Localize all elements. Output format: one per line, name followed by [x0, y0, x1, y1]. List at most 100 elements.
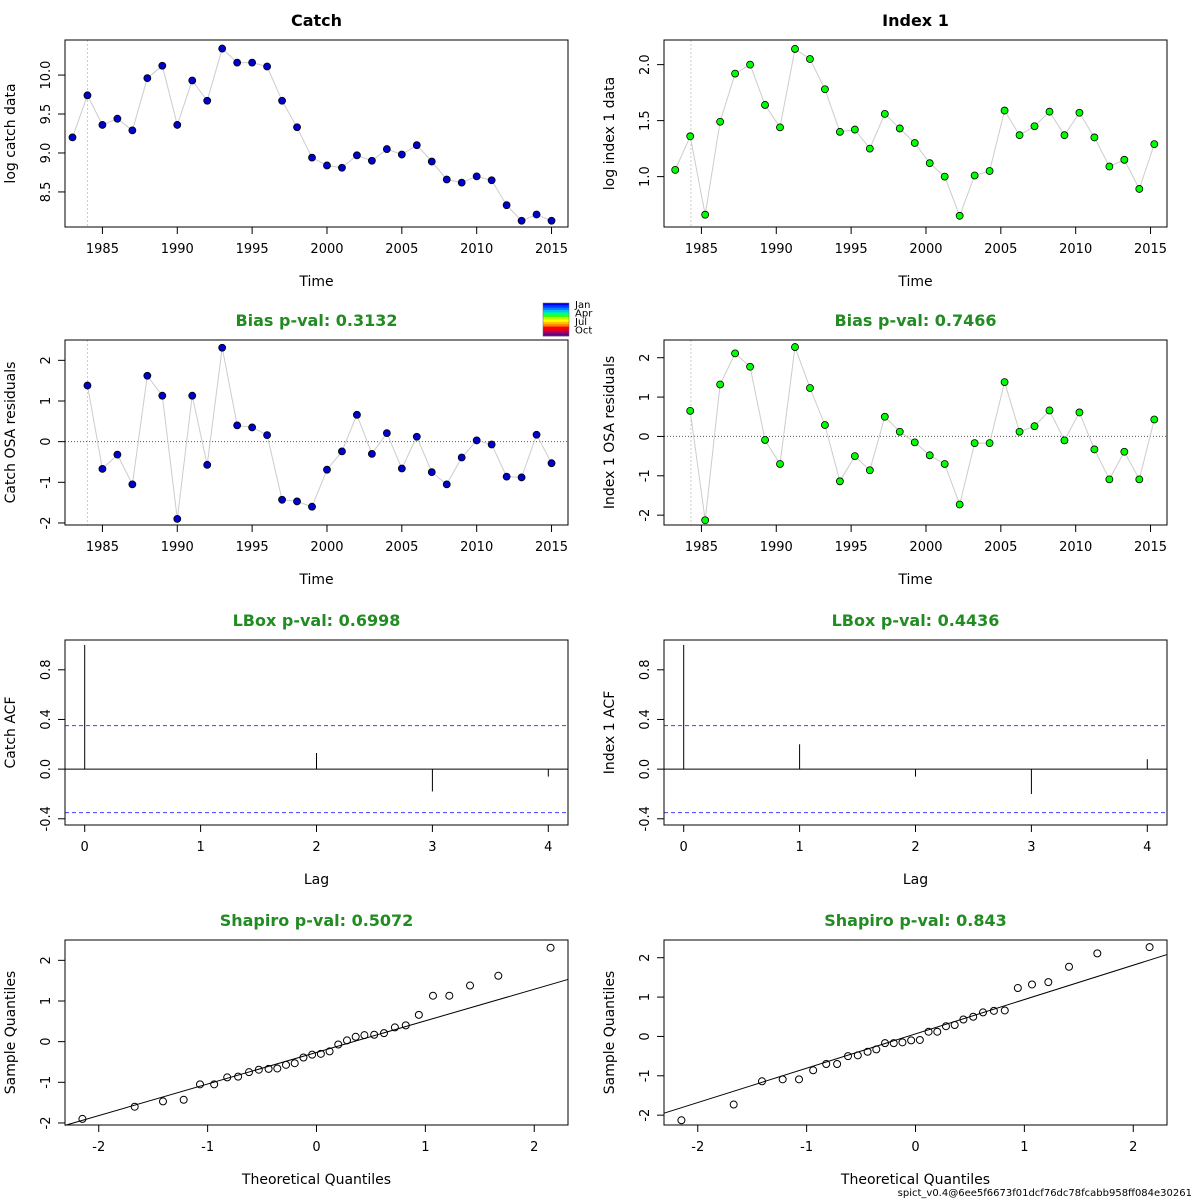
index1-osa-point: [836, 477, 844, 486]
catch-qq-xtick-label: -2: [92, 1140, 105, 1155]
index1-qq-ytick-label: 2: [638, 954, 653, 962]
catch-data-plot-frame: [64, 39, 569, 228]
index1-data-xtick-label: 2000: [909, 242, 942, 257]
catch-qq-point: [223, 1073, 232, 1082]
catch-qq-point: [299, 1053, 308, 1062]
catch-osa-point: [547, 459, 556, 468]
catch-osa-point: [517, 473, 526, 482]
index1-osa-point: [1105, 475, 1114, 484]
index1-data-point: [731, 69, 740, 78]
index1-data-point: [776, 123, 784, 132]
index1-osa-point: [865, 466, 874, 475]
legend-color-swatch: [543, 328, 569, 332]
index1-osa-point: [1075, 408, 1084, 417]
footer-version-text: spict_v0.4@6ee5f6673f01dcf76dc78fcabb958…: [898, 1188, 1192, 1199]
catch-data-xtick-label: 2000: [310, 242, 343, 257]
catch-data-point: [128, 126, 137, 135]
index1-qq-xtick-label: 1: [1020, 1140, 1028, 1155]
index1-data-point: [701, 210, 710, 219]
catch-data-point: [278, 96, 286, 105]
index1-acf-xtick-label: 3: [1027, 840, 1035, 855]
catch-data-point: [472, 172, 481, 181]
catch-data-point: [188, 76, 197, 85]
catch-data-point: [218, 44, 227, 53]
catch-osa-panel: Bias p-val: 0.3132 Time Catch OSA residual…: [3, 311, 569, 588]
catch-data-point: [382, 145, 391, 153]
catch-osa-ytick-label: 2: [39, 356, 54, 364]
catch-qq-point: [308, 1050, 317, 1059]
index1-qq-point: [915, 1035, 924, 1044]
catch-data-point: [143, 74, 152, 83]
index1-qq-point: [979, 1008, 988, 1017]
catch-osa-point: [353, 410, 361, 419]
catch-acf-ytick-label: 0.8: [39, 659, 54, 680]
index1-data-point: [821, 85, 829, 94]
index1-data-ylabel: log index 1 data: [602, 77, 618, 190]
index1-acf-plot-frame: [663, 639, 1168, 826]
catch-data-ytick-label: 9.0: [39, 143, 54, 164]
catch-qq-point: [179, 1095, 188, 1104]
index1-osa-ylabel: Index 1 OSA residuals: [602, 356, 618, 509]
index1-qq-point: [924, 1027, 933, 1036]
catch-osa-point: [128, 480, 137, 489]
legend-month-label: Jul: [574, 317, 587, 328]
index1-osa-xtick-label: 1990: [760, 540, 793, 555]
catch-osa-point: [397, 464, 406, 473]
legend-month-label: Oct: [575, 326, 592, 337]
catch-qq-point: [196, 1080, 205, 1089]
index1-data-point: [806, 55, 814, 63]
catch-osa-ylabel: Catch OSA residuals: [3, 362, 19, 504]
catch-qq-ytick-label: -2: [39, 1116, 54, 1129]
catch-qq-point: [273, 1064, 282, 1073]
catch-data-point: [98, 121, 107, 129]
catch-osa-point: [233, 421, 242, 430]
catch-qq-point: [428, 991, 437, 1000]
index1-osa-point: [1090, 445, 1099, 454]
legend-color-swatch: [543, 307, 569, 311]
catch-qq-point: [158, 1097, 167, 1106]
legend-color-swatch: [543, 326, 569, 330]
index1-osa-xtick-label: 2010: [1059, 540, 1092, 555]
catch-acf-xtick-label: 3: [428, 840, 436, 855]
catch-acf-ylabel: Catch ACF: [3, 696, 19, 768]
index1-qq-qq-line: [663, 954, 1168, 1114]
index1-qq-point: [1093, 949, 1102, 958]
catch-qq-point: [130, 1102, 139, 1111]
legend-month-label: Jan: [574, 300, 590, 311]
catch-qq-point: [254, 1065, 263, 1074]
catch-data-point: [293, 123, 301, 132]
catch-osa-point: [472, 436, 481, 445]
index1-data-panel: Index 1 Time log index 1 data 1985 1990 1995 2…: [602, 11, 1168, 290]
catch-data-point: [397, 150, 406, 159]
index1-qq-ytick-label: 1: [638, 993, 653, 1001]
index1-data-point: [865, 144, 874, 153]
index1-data-title: Index 1: [882, 11, 949, 30]
index1-data-point: [910, 139, 919, 147]
catch-data-point: [427, 157, 436, 166]
catch-osa-point: [487, 440, 496, 449]
index1-data-xtick-label: 2015: [1134, 242, 1167, 257]
catch-data-point: [367, 156, 376, 165]
index1-acf-xtick-label: 2: [911, 840, 919, 855]
index1-qq-point: [853, 1051, 862, 1060]
index1-osa-ytick-label: -1: [638, 469, 653, 482]
index1-qq-title: Shapiro p-val: 0.843: [824, 911, 1006, 930]
index1-acf-xlabel: Lag: [903, 872, 928, 888]
catch-acf-plot-frame: [64, 639, 569, 826]
index1-data-xlabel: Time: [897, 274, 932, 290]
catch-qq-xlabel: Theoretical Quantiles: [241, 1172, 391, 1188]
catch-data-xtick-label: 2015: [535, 242, 568, 257]
index1-osa-point: [686, 406, 695, 415]
index1-qq-ylabel: Sample Quantiles: [602, 971, 618, 1094]
index1-qq-ytick-label: -1: [638, 1069, 653, 1082]
index1-data-point: [1075, 108, 1084, 117]
index1-osa-ytick-label: -2: [638, 509, 653, 522]
index1-osa-ytick-label: 1: [638, 393, 653, 401]
index1-data-point: [880, 110, 889, 118]
index1-acf-xtick-label: 1: [795, 840, 803, 855]
catch-qq-point: [466, 981, 475, 990]
legend-color-swatch: [543, 305, 569, 309]
catch-acf-xtick-label: 2: [312, 840, 320, 855]
index1-data-point: [850, 125, 859, 134]
catch-data-ytick-label: 10.0: [39, 61, 54, 90]
